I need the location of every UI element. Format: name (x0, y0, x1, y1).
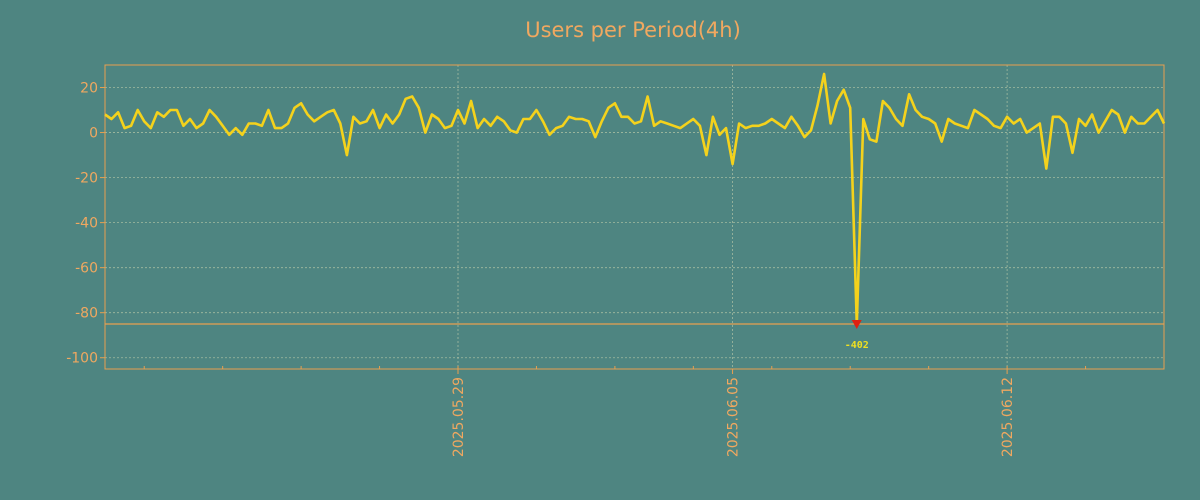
grid-lines (105, 65, 1164, 369)
min-marker-layer: -402 (845, 319, 869, 351)
y-tick-label: -60 (75, 261, 98, 277)
min-marker-triangle (851, 319, 862, 329)
x-tick-label: 2025.06.12 (1000, 377, 1016, 457)
y-tick-label: 0 (89, 126, 98, 142)
plot-frame (104, 64, 1165, 370)
x-tick-label: 2025.06.05 (726, 377, 742, 457)
chart-title: Users per Period(4h) (525, 18, 741, 42)
series-layer (104, 72, 1166, 326)
y-tick-label: -100 (66, 351, 98, 367)
y-tick-label: 20 (80, 81, 98, 97)
axis-ticks (100, 87, 1165, 374)
y-tick-label: -20 (75, 171, 98, 187)
y-tick-label: -80 (75, 306, 98, 322)
min-marker-label: -402 (845, 340, 869, 351)
tick-labels: 20 0 -20 -40 -60 -80 -100 2025.05.29 2025.06.05 2… (66, 81, 1016, 458)
series-line-users (104, 72, 1166, 326)
x-tick-label: 2025.05.29 (451, 377, 467, 457)
axes (104, 64, 1165, 370)
y-tick-label: -40 (75, 216, 98, 232)
